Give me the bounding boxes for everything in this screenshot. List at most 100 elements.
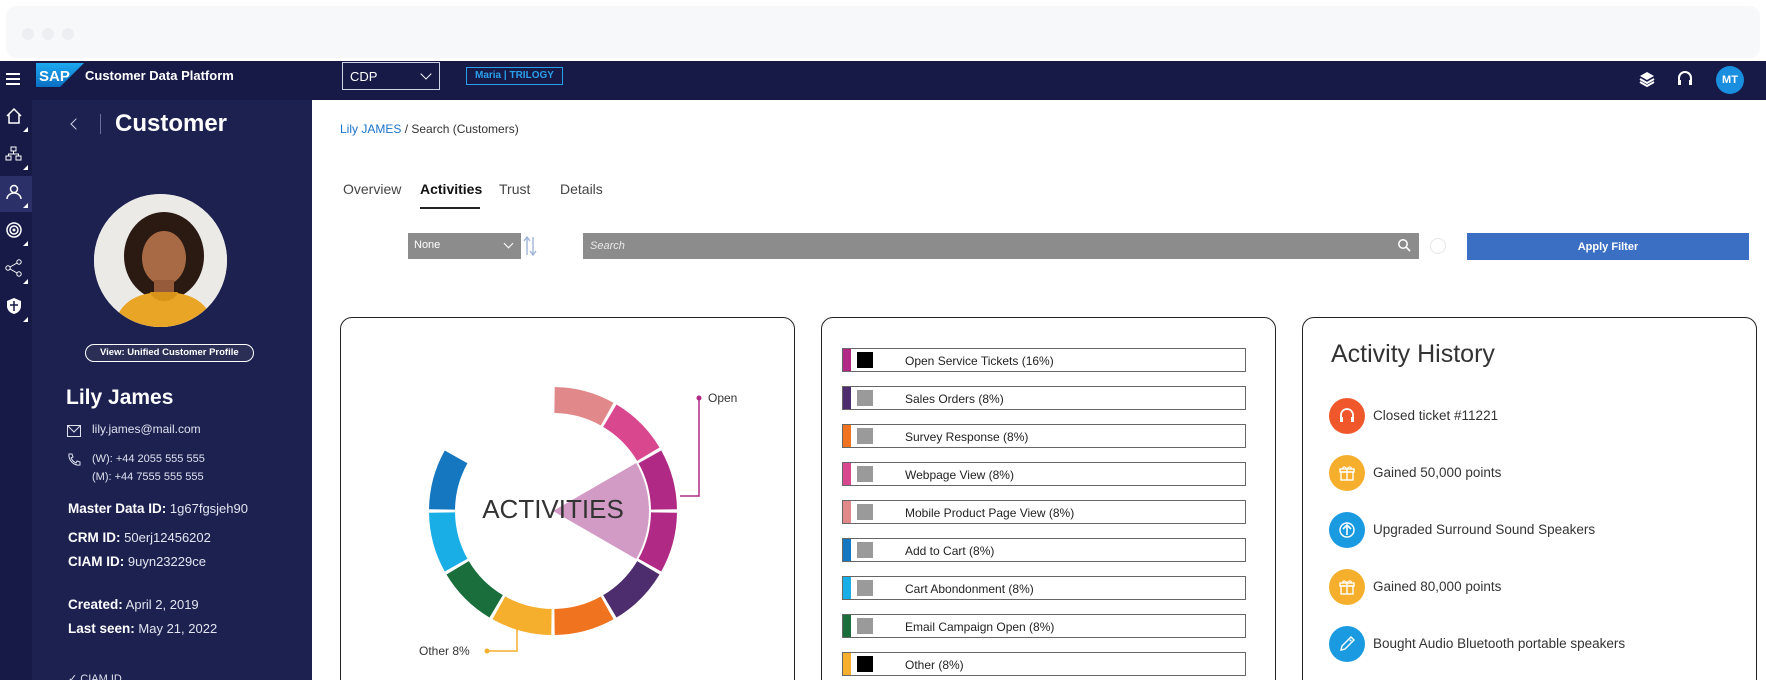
- person-icon: [6, 184, 22, 200]
- legend-label: Survey Response (8%): [905, 430, 1029, 444]
- window-minimize-dot[interactable]: [42, 28, 54, 40]
- open-callout-dot: [696, 395, 702, 401]
- rail-customer[interactable]: [0, 176, 32, 212]
- donut-slice[interactable]: [446, 561, 503, 618]
- gift-icon: [1339, 466, 1355, 481]
- chart-center-label: ACTIVITIES: [482, 494, 624, 524]
- open-callout-line: [680, 398, 700, 497]
- title-divider: [100, 114, 101, 134]
- legend-label: Webpage View (8%): [905, 468, 1014, 482]
- chevron-down-icon: [420, 68, 432, 80]
- legend-checkbox[interactable]: [857, 542, 873, 558]
- chevron-down-icon: [503, 238, 514, 249]
- legend-checkbox[interactable]: [857, 504, 873, 520]
- rail-home[interactable]: [0, 100, 32, 136]
- donut-slice[interactable]: [554, 387, 614, 426]
- app-header: SAP Customer Data Platform CDP Maria | T…: [0, 61, 1766, 100]
- history-icon-circle: [1329, 569, 1365, 605]
- rail-share[interactable]: [0, 252, 32, 288]
- legend-item[interactable]: Webpage View (8%): [842, 462, 1246, 486]
- sap-logo: SAP: [36, 63, 84, 87]
- ciam-id: CIAM ID: 9uyn23229ce: [68, 554, 206, 569]
- org-chart-icon: [5, 146, 22, 161]
- history-item-text: Upgraded Surround Sound Speakers: [1373, 522, 1596, 537]
- last-seen-date: Last seen: May 21, 2022: [68, 621, 218, 636]
- app-title: Customer Data Platform: [85, 68, 234, 83]
- donut-highlight-wedge[interactable]: [553, 463, 649, 559]
- activities-legend-card: Open Service Tickets (16%) Sales Orders (…: [821, 317, 1276, 680]
- legend-item[interactable]: Survey Response (8%): [842, 424, 1246, 448]
- search-icon[interactable]: [1397, 238, 1411, 252]
- donut-slice[interactable]: [638, 450, 677, 510]
- headset-icon[interactable]: [1675, 69, 1695, 89]
- legend-checkbox[interactable]: [857, 390, 873, 406]
- history-icon-circle: [1329, 398, 1365, 434]
- sort-toggle-icon[interactable]: [523, 235, 537, 257]
- donut-slice[interactable]: [603, 561, 660, 618]
- open-callout-label: Open: [708, 391, 737, 405]
- apply-filter-button[interactable]: Apply Filter: [1467, 233, 1749, 260]
- info-icon[interactable]: [1430, 238, 1446, 254]
- sort-select[interactable]: None: [408, 233, 521, 259]
- legend-item[interactable]: Add to Cart (8%): [842, 538, 1246, 562]
- workspace-select[interactable]: CDP: [342, 62, 440, 90]
- donut-slice[interactable]: [429, 450, 468, 510]
- view-unified-profile-button[interactable]: View: Unified Customer Profile: [85, 344, 254, 362]
- customer-phone-mobile[interactable]: (M): +44 7555 555 555: [92, 471, 204, 483]
- legend-item[interactable]: Other (8%): [842, 652, 1246, 676]
- legend-color-bar: [843, 349, 851, 371]
- legend-checkbox[interactable]: [857, 580, 873, 596]
- legend-checkbox[interactable]: [857, 618, 873, 634]
- tenant-badge[interactable]: Maria | TRILOGY: [466, 67, 563, 85]
- history-icon-circle: [1329, 455, 1365, 491]
- breadcrumb-link[interactable]: Lily JAMES: [340, 122, 402, 136]
- layers-icon[interactable]: [1637, 69, 1657, 89]
- phone-icon: [68, 453, 81, 466]
- tab-details[interactable]: Details: [560, 181, 603, 197]
- donut-slice[interactable]: [603, 404, 660, 461]
- created-date: Created: April 2, 2019: [68, 597, 199, 612]
- customer-phone-work[interactable]: (W): +44 2055 555 555: [92, 453, 205, 465]
- legend-item[interactable]: Email Campaign Open (8%): [842, 614, 1246, 638]
- legend-item[interactable]: Sales Orders (8%): [842, 386, 1246, 410]
- legend-checkbox[interactable]: [857, 428, 873, 444]
- history-icon-circle: [1329, 626, 1365, 662]
- headset-icon: [1340, 408, 1354, 422]
- other-callout-dot: [484, 648, 490, 654]
- window-chrome: [0, 0, 1766, 61]
- legend-color-bar: [843, 425, 851, 447]
- left-rail: [0, 100, 32, 680]
- window-maximize-dot[interactable]: [62, 28, 74, 40]
- rail-security[interactable]: [0, 290, 32, 326]
- upgrade-icon: [1339, 522, 1355, 538]
- history-item-text: Gained 50,000 points: [1373, 465, 1502, 480]
- window-close-dot[interactable]: [22, 28, 34, 40]
- history-item-text: Bought Audio Bluetooth portable speakers: [1373, 636, 1626, 651]
- tab-trust[interactable]: Trust: [499, 181, 531, 197]
- rail-target[interactable]: [0, 214, 32, 250]
- legend-checkbox[interactable]: [857, 352, 873, 368]
- hamburger-menu-icon[interactable]: [6, 73, 20, 85]
- legend-item[interactable]: Mobile Product Page View (8%): [842, 500, 1246, 524]
- donut-slice[interactable]: [429, 512, 468, 572]
- activities-chart-card: ACTIVITIES Open Other 8%: [340, 317, 795, 680]
- back-chevron-icon[interactable]: [70, 118, 82, 130]
- tab-activities[interactable]: Activities: [420, 181, 483, 197]
- donut-slice[interactable]: [492, 596, 552, 635]
- legend-item[interactable]: Cart Abondonment (8%): [842, 576, 1246, 600]
- search-input[interactable]: [583, 233, 1419, 259]
- tab-overview[interactable]: Overview: [343, 181, 402, 197]
- legend-color-bar: [843, 387, 851, 409]
- legend-item[interactable]: Open Service Tickets (16%): [842, 348, 1246, 372]
- legend-checkbox[interactable]: [857, 466, 873, 482]
- customer-email[interactable]: lily.james@mail.com: [92, 422, 201, 436]
- legend-checkbox[interactable]: [857, 656, 873, 672]
- legend-label: Email Campaign Open (8%): [905, 620, 1055, 634]
- user-avatar[interactable]: MT: [1716, 66, 1744, 94]
- legend-label: Add to Cart (8%): [905, 544, 995, 558]
- donut-slice[interactable]: [638, 512, 677, 572]
- donut-slice[interactable]: [554, 596, 614, 635]
- rail-org[interactable]: [0, 138, 32, 174]
- history-item-text: Closed ticket #11221: [1373, 408, 1499, 423]
- other-callout-line: [489, 613, 518, 652]
